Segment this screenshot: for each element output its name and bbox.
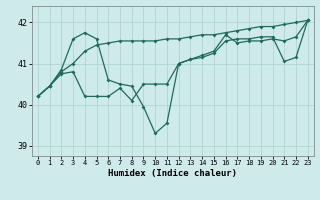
X-axis label: Humidex (Indice chaleur): Humidex (Indice chaleur) [108, 169, 237, 178]
